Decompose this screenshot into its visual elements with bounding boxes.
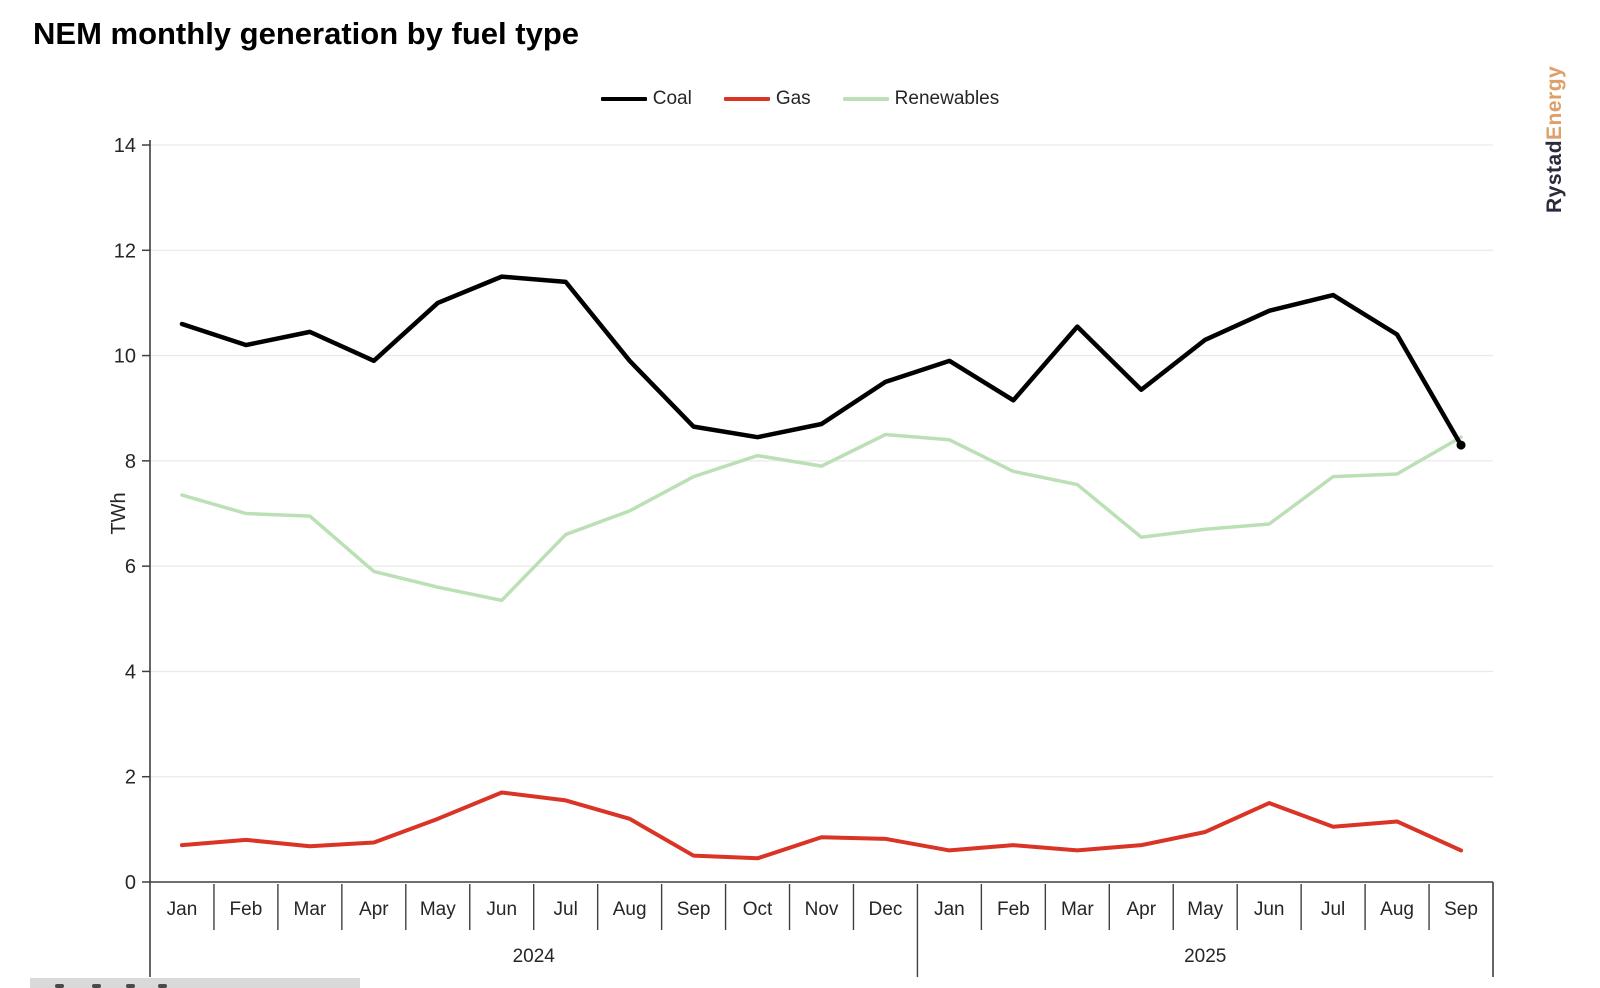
- month-label-2025-Jan: Jan: [934, 899, 965, 920]
- page-title: NEM monthly generation by fuel type: [33, 16, 579, 51]
- year-label-2025: 2025: [1184, 946, 1226, 967]
- coal-end-marker: [1456, 440, 1466, 450]
- source-caption-cutoff: [30, 978, 360, 988]
- month-label-2024-Nov: Nov: [805, 899, 839, 920]
- month-label-2025-Aug: Aug: [1380, 899, 1414, 920]
- month-label-2024-Jul: Jul: [554, 899, 578, 920]
- month-label-2025-May: May: [1187, 899, 1223, 920]
- month-label-2024-Sep: Sep: [677, 899, 711, 920]
- legend-swatch-coal: [600, 97, 647, 101]
- month-label-2024-Aug: Aug: [613, 899, 647, 920]
- month-label-2025-Feb: Feb: [997, 899, 1030, 920]
- legend-item-renewables: Renewables: [842, 88, 1000, 110]
- y-tick-label-2: 2: [125, 767, 136, 789]
- legend-label-renewables: Renewables: [894, 88, 1000, 109]
- legend-item-coal: Coal: [600, 88, 692, 110]
- month-label-2024-Apr: Apr: [359, 899, 389, 920]
- legend-swatch-gas: [723, 97, 770, 101]
- month-label-2025-Sep: Sep: [1444, 899, 1478, 920]
- legend-item-gas: Gas: [723, 88, 811, 110]
- legend-swatch-renewables: [842, 97, 889, 101]
- month-label-2025-Apr: Apr: [1126, 899, 1156, 920]
- month-label-2024-Mar: Mar: [294, 899, 327, 920]
- legend-label-gas: Gas: [775, 88, 811, 109]
- gas-line: [179, 790, 1464, 861]
- month-label-2024-Dec: Dec: [869, 899, 903, 920]
- month-label-2024-Jan: Jan: [167, 899, 198, 920]
- y-tick-label-0: 0: [125, 872, 136, 894]
- y-tick-label-4: 4: [125, 661, 136, 683]
- y-tick-label-12: 12: [114, 240, 136, 262]
- y-axis-title: TWh: [108, 492, 130, 534]
- month-label-2025-Jul: Jul: [1321, 899, 1345, 920]
- month-label-2024-Jun: Jun: [486, 899, 517, 920]
- coal-line: [179, 274, 1464, 448]
- month-label-2025-Jun: Jun: [1254, 899, 1285, 920]
- chart-legend: Coal Gas Renewables: [0, 88, 1600, 110]
- year-label-2024: 2024: [513, 946, 556, 967]
- y-tick-label-8: 8: [125, 451, 136, 473]
- y-tick-label-14: 14: [114, 135, 136, 157]
- month-label-2024-Feb: Feb: [230, 899, 263, 920]
- month-label-2024-May: May: [420, 899, 456, 920]
- legend-label-coal: Coal: [652, 88, 692, 109]
- month-label-2024-Oct: Oct: [743, 899, 773, 920]
- y-tick-label-6: 6: [125, 556, 136, 578]
- y-tick-label-10: 10: [114, 346, 136, 368]
- month-label-2025-Mar: Mar: [1061, 899, 1094, 920]
- renewables-line: [180, 432, 1463, 603]
